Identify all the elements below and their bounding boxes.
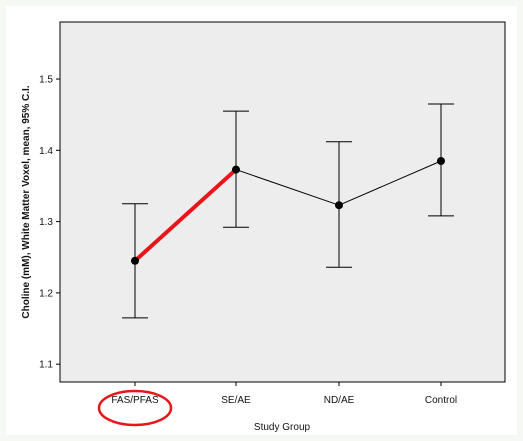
y-axis: 1.1 1.2 1.3 1.4 1.5 <box>39 75 60 371</box>
x-tick-label: Control <box>425 395 457 406</box>
y-axis-title: Choline (mM), White Matter Voxel, mean, … <box>21 85 32 318</box>
mean-point <box>437 157 445 166</box>
y-tick-label: 1.2 <box>39 288 53 299</box>
mean-points <box>131 157 445 265</box>
y-tick-label: 1.3 <box>39 217 53 228</box>
mean-point <box>232 165 240 174</box>
y-tick-label: 1.4 <box>39 146 53 157</box>
highlight-layer <box>97 167 238 427</box>
x-tick-label: ND/AE <box>324 395 355 406</box>
plot-area <box>59 21 506 383</box>
x-axis: FAS/PFAS SE/AE ND/AE Control <box>111 382 457 406</box>
highlight-circle <box>97 389 173 427</box>
series-segment <box>235 169 340 206</box>
mean-point <box>131 256 139 265</box>
highlight-segment <box>133 167 238 263</box>
mean-point <box>335 201 343 210</box>
x-tick-label: FAS/PFAS <box>111 395 159 406</box>
y-tick-label: 1.1 <box>39 360 53 371</box>
series-segment <box>338 160 442 206</box>
x-tick-label: SE/AE <box>221 395 251 406</box>
x-axis-title: Study Group <box>254 422 311 433</box>
y-tick-label: 1.5 <box>39 75 53 86</box>
